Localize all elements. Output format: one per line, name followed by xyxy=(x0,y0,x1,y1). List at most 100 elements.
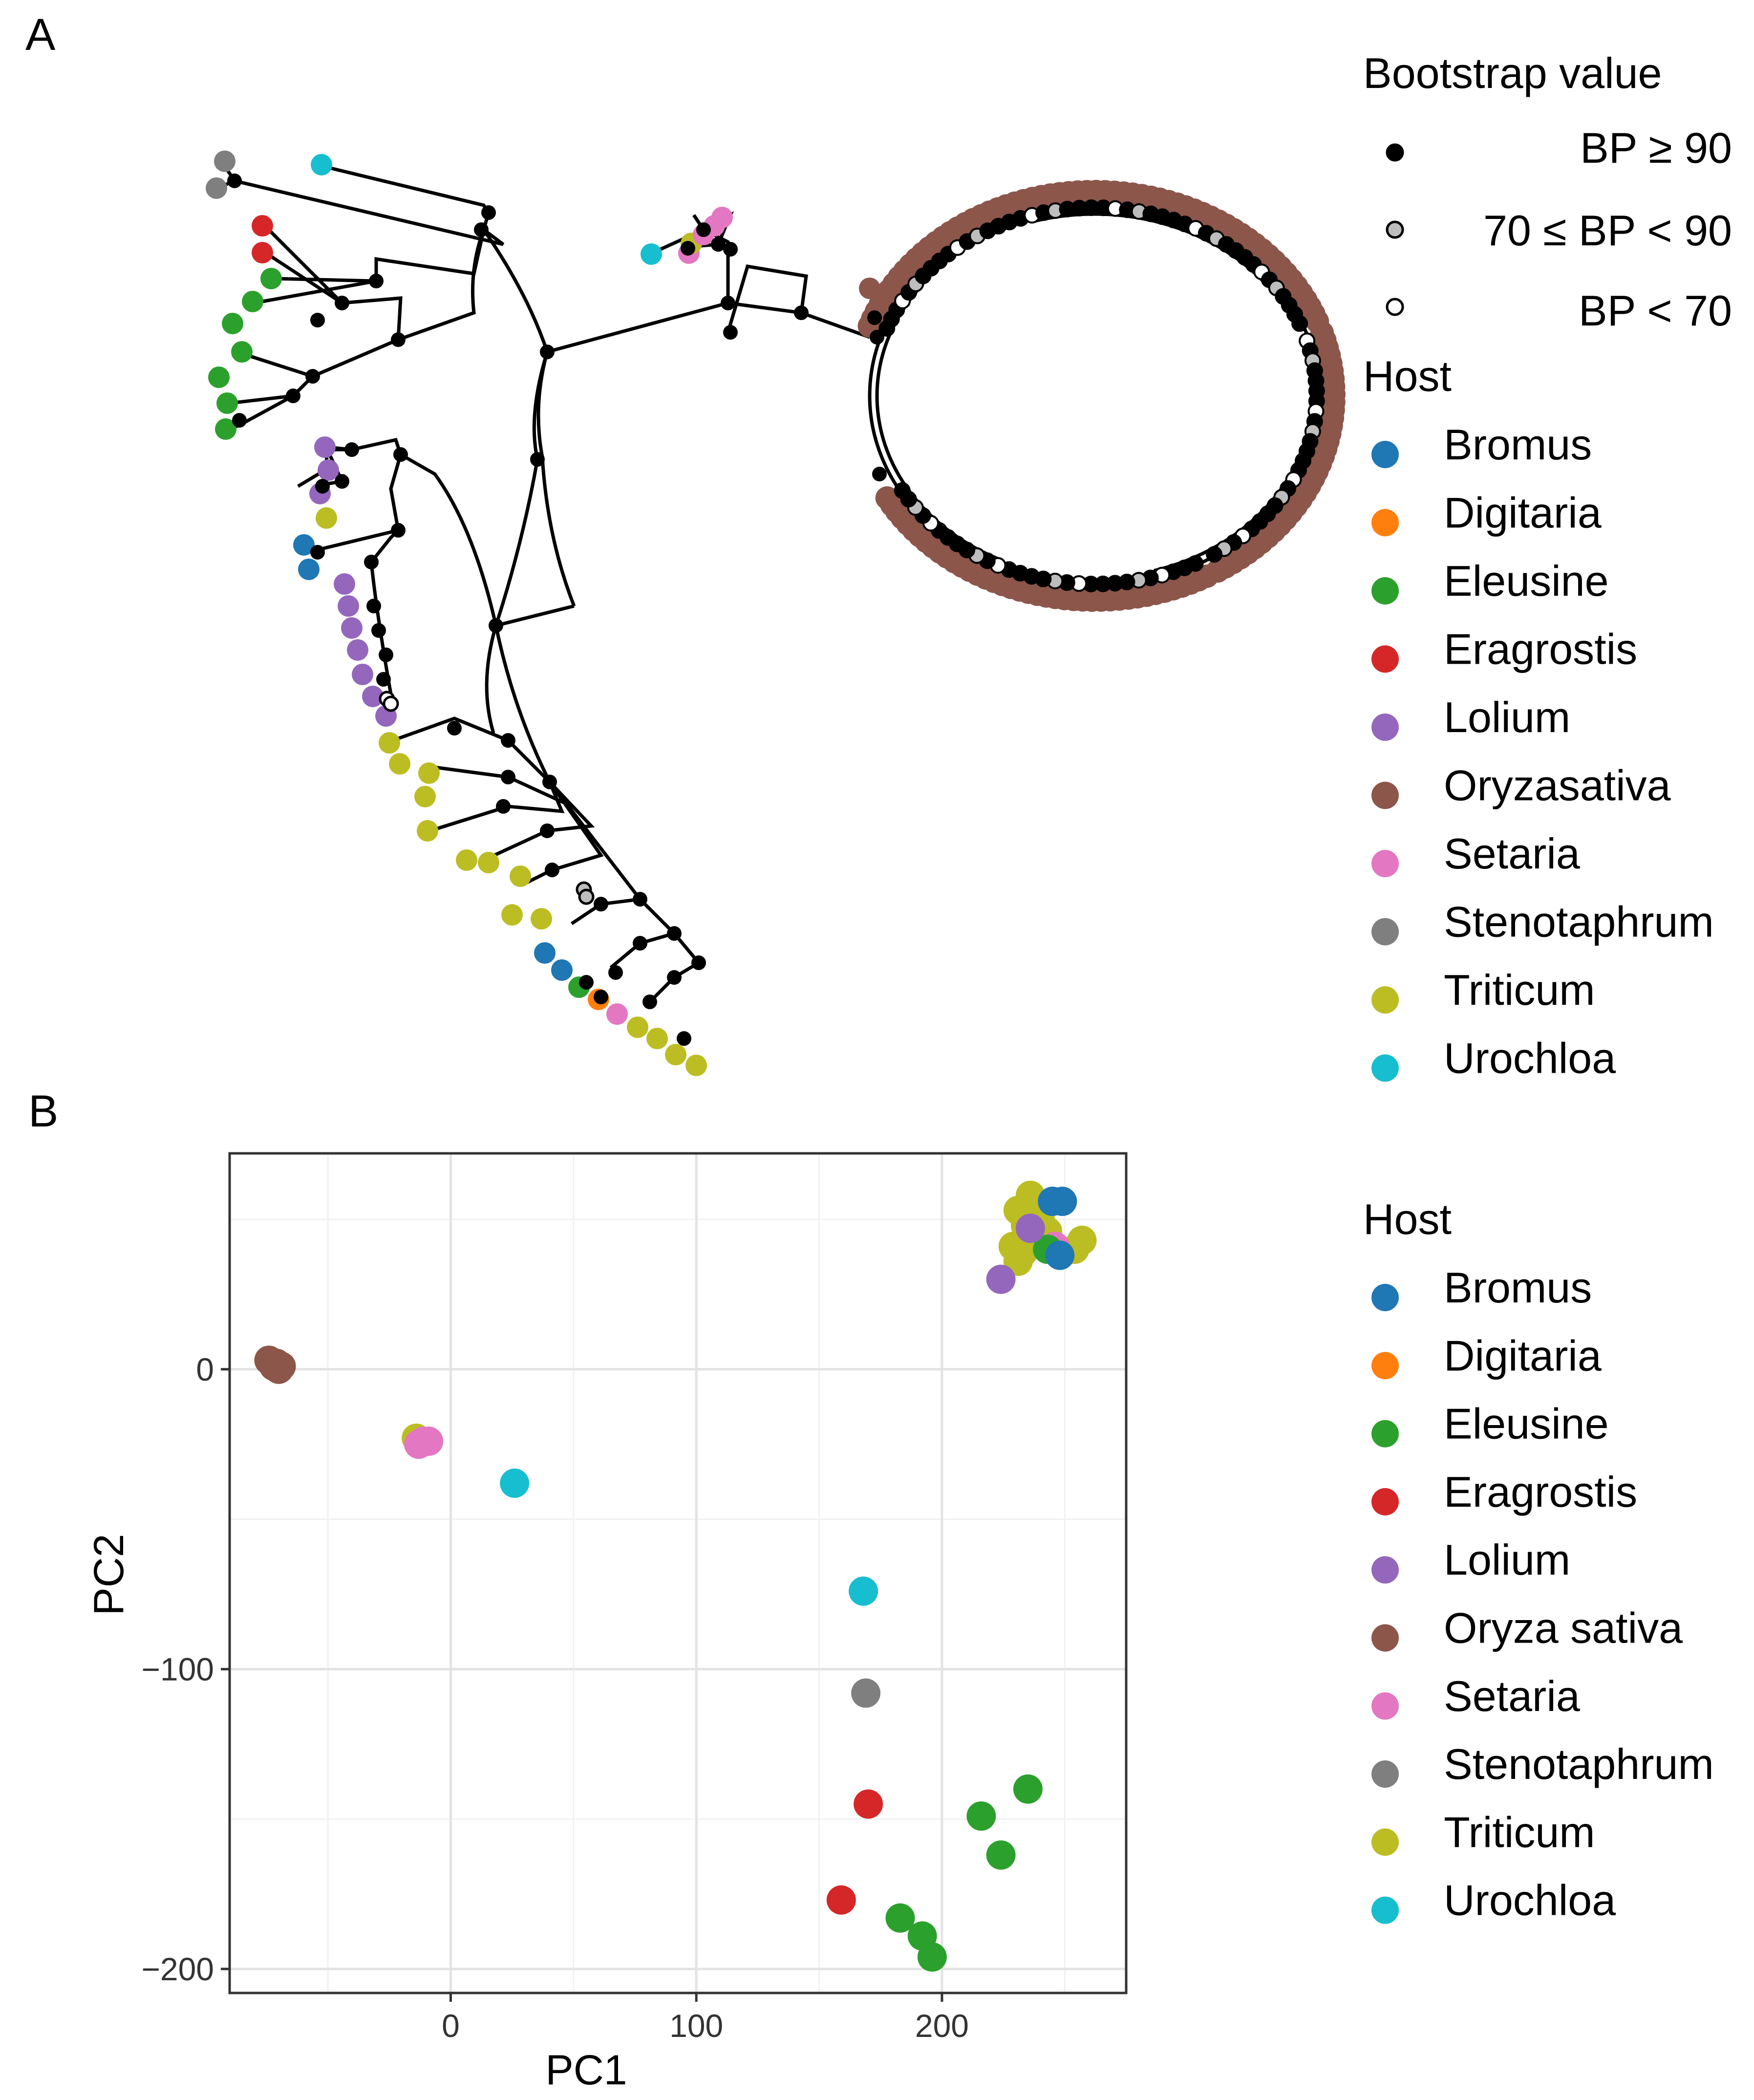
bootstrap-node-high xyxy=(481,205,496,220)
tree-branch xyxy=(485,625,498,734)
tree-branch xyxy=(385,716,551,783)
bootstrap-key-icon xyxy=(1386,298,1404,316)
legend-swatch-digitaria xyxy=(1371,509,1399,537)
tree-tip-lolium xyxy=(338,595,359,617)
ring-tip-oryzasativa xyxy=(859,278,880,299)
tree-branch xyxy=(494,625,552,783)
tree-tip-eleusine xyxy=(260,268,282,289)
tree-branch xyxy=(429,781,565,833)
legend-swatch-stenotaphrum xyxy=(1371,1760,1399,1788)
pca-grid xyxy=(230,1153,1126,1993)
legend-swatch-eleusine xyxy=(1371,577,1399,605)
bootstrap-node-high xyxy=(540,823,555,838)
y-tick-label: −200 xyxy=(141,1951,214,1987)
bootstrap-node-high xyxy=(872,467,887,481)
bootstrap-node-high xyxy=(227,173,242,188)
bootstrap-key-label: 70 ≤ BP < 90 xyxy=(1483,206,1732,255)
bootstrap-node-high xyxy=(594,990,608,1004)
tree-tip-urochloa xyxy=(641,243,662,265)
tree-tip-lolium xyxy=(318,459,339,481)
tree-tip-eleusine xyxy=(216,392,238,414)
bootstrap-node-high xyxy=(691,955,706,970)
legend-label: Setaria xyxy=(1444,829,1580,878)
bootstrap-node-high xyxy=(681,241,695,256)
legend-label: Digitaria xyxy=(1444,489,1602,537)
bootstrap-legend-title: Bootstrap value xyxy=(1363,49,1662,97)
x-tick-label: 100 xyxy=(669,2008,723,2044)
tree-tip-setaria xyxy=(711,207,733,228)
y-tick-label: 0 xyxy=(196,1351,214,1387)
tree-tip-layer xyxy=(206,151,887,1076)
bootstrap-node-high xyxy=(366,599,381,613)
bootstrap-node-high xyxy=(667,926,682,941)
tree-tip-lolium xyxy=(341,617,363,639)
pca-point-oryza-sativa xyxy=(264,1354,294,1384)
tree-tip-triticum xyxy=(501,904,523,926)
bootstrap-node-high xyxy=(315,479,330,494)
tree-tip-bromus xyxy=(293,534,315,556)
plot-panel-border xyxy=(228,1152,1128,1994)
tree-branch xyxy=(536,351,549,457)
legend-swatch-stenotaphrum xyxy=(1371,918,1399,946)
bootstrap-node-high xyxy=(542,775,557,789)
pca-point-bromus xyxy=(1045,1240,1075,1270)
tree-tip-triticum xyxy=(685,1055,707,1076)
tree-branch xyxy=(540,456,576,607)
bootstrap-node-high xyxy=(594,897,608,911)
tree-branch xyxy=(483,780,595,862)
pca-point-eleusine xyxy=(1013,1774,1043,1804)
tree-tip-bromus xyxy=(534,942,556,964)
tree-branch xyxy=(495,604,575,628)
legend-label: Setaria xyxy=(1444,1672,1580,1720)
pca-point-eragrostis xyxy=(854,1789,883,1819)
bootstrap-node-high xyxy=(335,474,349,489)
pca-point-urochloa xyxy=(500,1468,530,1498)
bootstrap-node-high xyxy=(545,863,559,877)
bootstrap-node-high xyxy=(369,274,384,288)
tree-tip-triticum xyxy=(646,1028,668,1049)
tree-tip-eragrostis xyxy=(252,215,273,237)
tree-tip-triticum xyxy=(379,732,400,754)
ring-tip-layer xyxy=(857,180,1346,612)
bootstrap-node-high xyxy=(667,970,682,985)
pca-host-legend-items: Bromus Digitaria Eleusine Eragrostis Lolium O… xyxy=(1371,1263,1714,1925)
legend-swatch-bromus xyxy=(1371,441,1399,468)
bootstrap-node-high xyxy=(867,310,882,325)
bootstrap-node-high xyxy=(393,447,408,462)
tree-tip-stenotaphrum xyxy=(214,151,235,172)
bootstrap-node-high xyxy=(232,413,247,428)
bootstrap-node-high xyxy=(364,555,379,569)
tree-branch xyxy=(317,528,399,552)
bootstrap-node-high xyxy=(371,623,386,638)
x-tick-label: 200 xyxy=(915,2008,969,2044)
legend-swatch-urochloa xyxy=(1371,1896,1399,1924)
tree-tip-triticum xyxy=(414,786,436,807)
tree-tip-lolium xyxy=(347,639,368,661)
bootstrap-node-high xyxy=(723,325,738,340)
legend-swatch-lolium xyxy=(1371,714,1399,741)
tree-tip-triticum xyxy=(418,762,440,784)
tree-tip-triticum xyxy=(665,1044,686,1065)
bootstrap-node-high xyxy=(711,237,726,252)
bootstrap-node-high xyxy=(310,545,325,560)
tree-tip-eleusine xyxy=(242,291,263,312)
bootstrap-node-low xyxy=(383,695,399,712)
legend-swatch-setaria xyxy=(1371,850,1399,877)
tree-tip-triticum xyxy=(456,849,477,871)
tree-tip-eleusine xyxy=(215,418,236,440)
legend-label: Triticum xyxy=(1444,1808,1595,1856)
legend-swatch-triticum xyxy=(1371,1828,1399,1856)
pca-point-eleusine xyxy=(917,1942,947,1972)
bootstrap-node-high xyxy=(794,305,809,320)
tree-branch xyxy=(389,454,403,531)
tree-branch xyxy=(351,437,403,455)
pca-points xyxy=(254,1180,1097,1972)
bootstrap-node-high xyxy=(633,936,647,951)
tree-host-legend-title: Host xyxy=(1363,352,1452,400)
panel-label-b: B xyxy=(28,1086,58,1136)
bootstrap-node-high xyxy=(496,799,511,814)
tree-tip-triticum xyxy=(510,866,531,887)
bootstrap-node-high xyxy=(310,313,325,327)
tree-tip-lolium xyxy=(334,573,355,595)
pca-point-eleusine xyxy=(986,1840,1016,1870)
